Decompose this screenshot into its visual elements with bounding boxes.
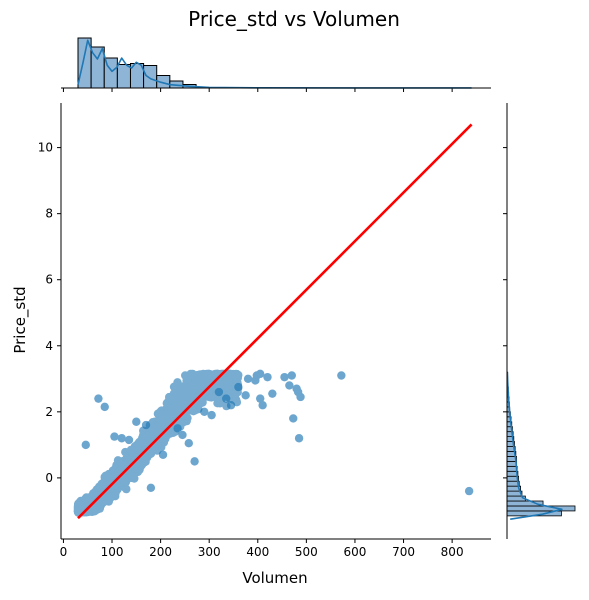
- scatter-point: [128, 472, 136, 480]
- scatter-point: [222, 377, 230, 385]
- scatter-point: [94, 394, 102, 402]
- chart-title: Price_std vs Volumen: [188, 7, 400, 31]
- scatter-point: [258, 401, 266, 409]
- scatter-point: [200, 408, 208, 416]
- y-tick-label: 8: [45, 207, 53, 221]
- scatter-point: [114, 456, 122, 464]
- x-tick-label: 700: [392, 545, 415, 559]
- y-tick-label: 2: [45, 405, 53, 419]
- x-tick-label: 0: [60, 545, 68, 559]
- scatter-point: [337, 371, 345, 379]
- x-axis-label: Volumen: [242, 569, 307, 587]
- scatter-point: [241, 391, 249, 399]
- scatter-point: [295, 434, 303, 442]
- scatter-point: [280, 373, 288, 381]
- y-marginal-histogram: [503, 103, 575, 539]
- scatter-point: [185, 439, 193, 447]
- x-tick-label: 100: [101, 545, 124, 559]
- x-tick-label: 600: [344, 545, 367, 559]
- scatter-point: [101, 403, 109, 411]
- scatter-point: [263, 373, 271, 381]
- y-hist-bar: [507, 506, 575, 511]
- scatter-point: [118, 434, 126, 442]
- scatter-point: [268, 389, 276, 397]
- y-hist-bar: [507, 461, 517, 466]
- scatter-point: [288, 371, 296, 379]
- scatter-point: [227, 401, 235, 409]
- scatter-point: [465, 487, 473, 495]
- scatter-point: [82, 441, 90, 449]
- scatter-point: [142, 421, 150, 429]
- scatter-point: [178, 431, 186, 439]
- scatter-point: [244, 375, 252, 383]
- scatter-point: [215, 388, 223, 396]
- x-tick-label: 200: [149, 545, 172, 559]
- scatter-point: [289, 414, 297, 422]
- x-marginal-histogram: [61, 38, 491, 92]
- scatter-point: [132, 418, 140, 426]
- scatter-point: [158, 411, 166, 419]
- x-tick-label: 500: [295, 545, 318, 559]
- scatter-point: [173, 402, 181, 410]
- scatter-point: [110, 432, 118, 440]
- scatter-point: [203, 371, 211, 379]
- y-tick-label: 4: [45, 339, 53, 353]
- scatter-point: [125, 436, 133, 444]
- scatter-point: [285, 381, 293, 389]
- scatter-point: [256, 370, 264, 378]
- y-tick-label: 6: [45, 273, 53, 287]
- scatter-point: [234, 383, 242, 391]
- scatter-point: [296, 393, 304, 401]
- x-tick-label: 400: [246, 545, 269, 559]
- x-tick-label: 300: [198, 545, 221, 559]
- scatter-point: [189, 384, 197, 392]
- scatter-point: [187, 392, 195, 400]
- scatter-point: [159, 451, 167, 459]
- y-tick-label: 10: [38, 141, 53, 155]
- scatter-point: [189, 407, 197, 415]
- x-hist-bar: [117, 65, 130, 89]
- scatter-point: [176, 389, 184, 397]
- scatter-point: [83, 497, 91, 505]
- x-hist-bar: [144, 66, 157, 89]
- scatter-point: [198, 398, 206, 406]
- scatter-point: [190, 457, 198, 465]
- main-scatter-panel: 0 100 200 300 400 500 600 700 800 0 2 4 6 8 10: [38, 103, 491, 559]
- regression-line: [78, 124, 472, 518]
- scatter-point: [196, 370, 204, 378]
- y-axis-label: Price_std: [11, 286, 30, 353]
- scatter-point: [147, 484, 155, 492]
- scatter-point: [207, 411, 215, 419]
- y-tick-label: 0: [45, 471, 53, 485]
- x-tick-label: 800: [441, 545, 464, 559]
